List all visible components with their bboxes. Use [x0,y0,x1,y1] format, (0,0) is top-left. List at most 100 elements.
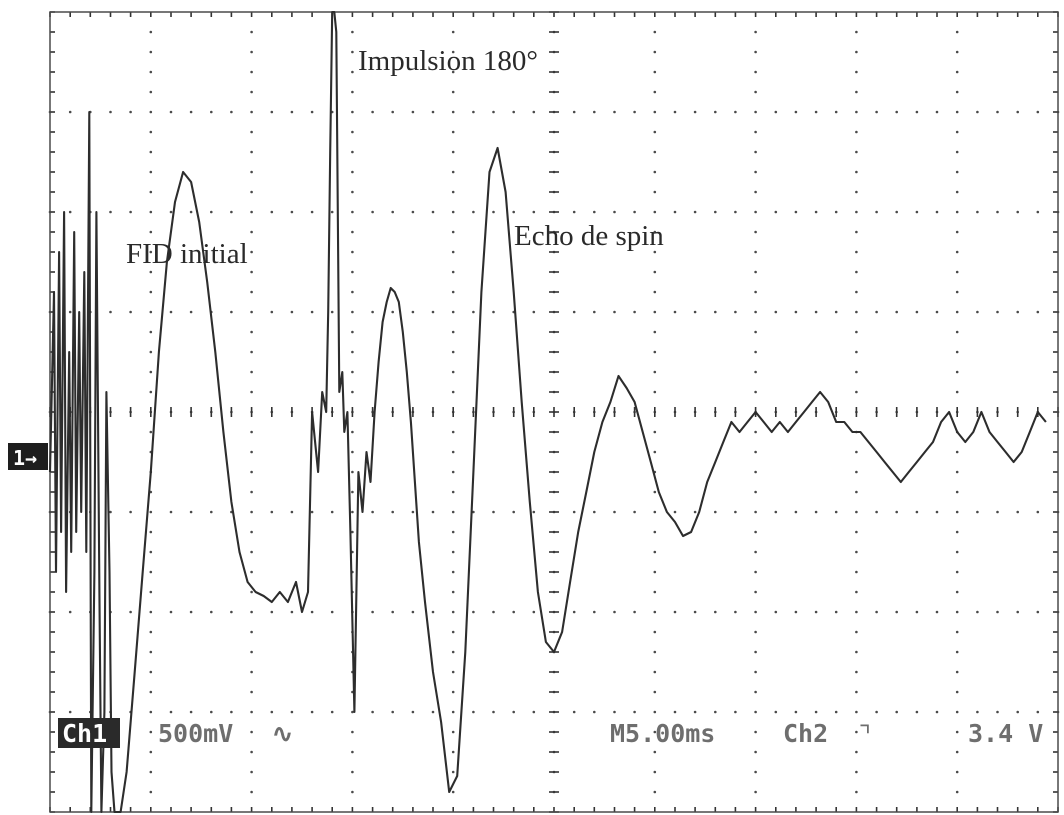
graticule-dot [996,710,999,714]
graticule-dot [250,150,253,154]
graticule-dot [855,250,858,254]
graticule-dot [189,710,193,714]
graticule-dot [310,710,314,714]
graticule-dot [451,270,455,274]
graticule-dot [1016,710,1019,714]
graticule-dot [855,650,858,654]
graticule-dot [451,30,455,34]
graticule-dot [855,370,858,374]
graticule-dot [653,510,657,514]
graticule-dot [754,170,757,174]
graticule-dot [451,530,455,534]
graticule-dot [189,610,193,614]
graticule-dot [754,590,757,594]
graticule-dot [693,510,697,514]
graticule-dot [955,110,959,114]
graticule-dot [451,110,455,114]
graticule-dot [754,250,757,254]
graticule-dot [915,510,919,514]
graticule-dot [250,630,253,634]
graticule-dot [351,490,354,494]
graticule-dot [855,710,858,714]
graticule-dot [270,710,274,714]
graticule-dot [250,390,253,394]
graticule-dot [330,510,334,514]
graticule-dot [653,70,657,74]
graticule-dot [754,370,757,374]
graticule-dot [250,250,253,254]
graticule-dot [653,730,657,734]
trigger-source-readout: Ch2 [783,719,828,748]
graticule-dot [451,450,455,454]
graticule-dot [955,90,959,94]
graticule-dot [250,670,253,674]
graticule-dot [673,110,677,114]
graticule-dot [189,210,193,214]
graticule-dot [976,310,979,314]
graticule-dot [653,150,657,154]
graticule-dot [875,310,878,314]
graticule-dot [613,310,616,314]
graticule-dot [814,510,818,514]
graticule-dot [1016,210,1019,214]
graticule-dot [169,610,173,614]
graticule-dot [633,710,636,714]
graticule-dot [149,70,153,74]
graticule-dot [351,210,354,214]
graticule-dot [774,610,778,614]
graticule-dot [250,790,253,794]
graticule-dot [855,570,858,574]
graticule-dot [754,490,757,494]
graticule-dot [250,450,253,454]
graticule-dot [855,30,858,34]
graticule-dot [653,670,657,674]
graticule-dot [613,210,616,214]
graticule-dot [351,130,354,134]
graticule-dot [895,610,898,614]
graticule-dot [774,710,778,714]
graticule-dot [653,50,657,54]
graticule-dot [532,110,536,114]
graticule-dot [754,630,757,634]
graticule-dot [290,210,294,214]
graticule-dot [149,130,153,134]
graticule-dot [794,310,798,314]
graticule-dot [532,210,536,214]
graticule-dot [895,210,898,214]
graticule-dot [250,190,253,194]
graticule-dot [855,630,858,634]
graticule-dot [68,310,72,314]
graticule-dot [895,710,898,714]
graticule-dot [834,210,838,214]
graticule-dot [855,590,858,594]
graticule-dot [149,350,153,354]
graticule-dot [693,210,697,214]
graticule-dot [955,630,959,634]
graticule-dot [250,590,253,594]
graticule-dot [834,510,838,514]
graticule-dot [371,610,374,614]
graticule-dot [431,510,435,514]
graticule-dot [250,570,253,574]
graticule-dot [572,710,576,714]
graticule-dot [270,210,274,214]
graticule-dot [250,50,253,54]
graticule-dot [451,310,455,314]
graticule-dot [451,650,455,654]
graticule-dot [955,310,959,314]
graticule-dot [754,510,757,514]
graticule-dot [855,490,858,494]
graticule-dot [633,210,636,214]
graticule-dot [149,50,153,54]
graticule-dot [351,730,354,734]
graticule-dot [875,510,878,514]
graticule-dot [673,310,677,314]
graticule-dot [794,110,798,114]
graticule-dot [451,130,455,134]
graticule-dot [149,390,153,394]
graticule-dot [351,290,354,294]
graticule-dot [754,70,757,74]
graticule-dot [149,530,153,534]
graticule-dot [593,310,596,314]
graticule-dot [613,710,616,714]
